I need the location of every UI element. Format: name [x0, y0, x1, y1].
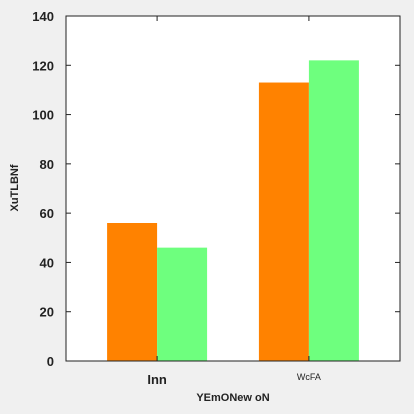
y-axis-label: XuTLBNf — [9, 164, 21, 211]
y-tick-label: 80 — [40, 157, 54, 172]
x-tick-label: Inn — [147, 372, 167, 387]
ticks-group: 0 20 40 60 80 100 120 140 Inn WcFA — [32, 9, 400, 387]
y-tick-label: 40 — [40, 255, 54, 270]
bars-group — [107, 60, 359, 362]
y-tick-label: 20 — [40, 305, 54, 320]
plot-frame — [65, 15, 401, 362]
bar-series1-wcfa — [258, 82, 309, 362]
bar-series2-inn — [157, 247, 208, 361]
y-tick-label: 100 — [32, 108, 54, 123]
y-tick-label: 120 — [32, 58, 54, 73]
y-tick-label: 0 — [47, 354, 54, 369]
bar-series1-inn — [107, 223, 158, 361]
y-tick-label: 140 — [32, 9, 54, 24]
bar-series2-wcfa — [308, 60, 359, 361]
x-tick-label: WcFA — [297, 372, 321, 382]
y-tick-label: 60 — [40, 206, 54, 221]
x-axis-label: YEmONew oN — [196, 392, 269, 404]
